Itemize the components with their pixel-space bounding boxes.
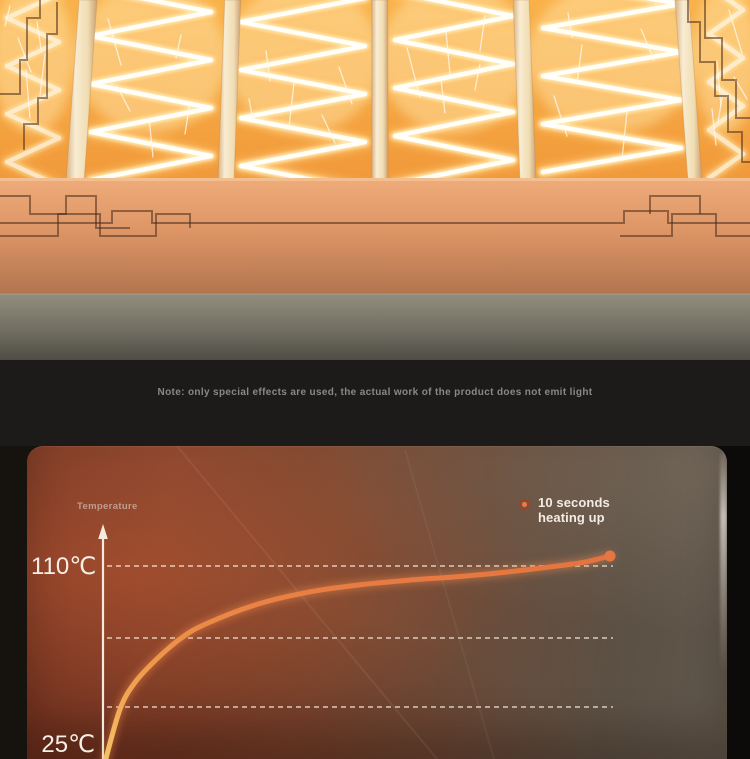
heater-coils-illustration <box>0 0 750 366</box>
y-tick-25: 25℃ <box>41 731 95 758</box>
chart-legend: 10 seconds heating up <box>519 495 610 525</box>
heating-chart-panel: Temperature 10 seconds heating up 110℃ 2… <box>27 446 727 759</box>
heater-hero-section <box>0 0 750 366</box>
chart-section: Temperature 10 seconds heating up 110℃ 2… <box>0 446 750 759</box>
disclaimer-band: Note: only special effects are used, the… <box>0 366 750 446</box>
heating-curve-chart <box>98 446 616 759</box>
y-axis-title: Temperature <box>77 501 138 512</box>
disclaimer-note: Note: only special effects are used, the… <box>157 387 593 398</box>
legend-label: 10 seconds heating up <box>538 495 610 525</box>
legend-marker-icon <box>519 499 530 510</box>
y-tick-110: 110℃ <box>31 553 97 580</box>
legend-line-1: 10 seconds <box>538 495 610 510</box>
legend-line-2: heating up <box>538 509 605 525</box>
